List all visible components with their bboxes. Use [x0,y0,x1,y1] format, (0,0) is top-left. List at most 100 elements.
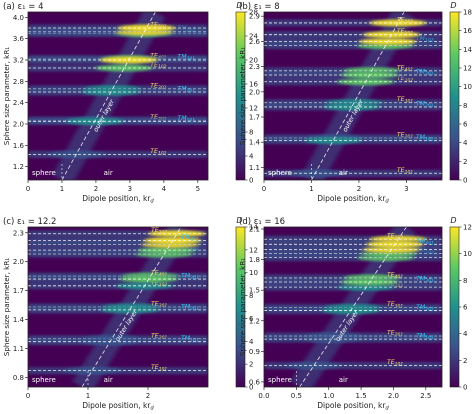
y-tick-label: 0.8 [13,374,24,382]
mode-label: TM201 [416,304,434,313]
y-tick-label: 2.4 [13,99,25,107]
colorbar-tick-label: 2 [463,357,467,365]
colorbar-bar [235,226,246,388]
colorbar-tick-label: 8 [249,292,253,300]
y-tick-label: 2.0 [13,121,24,129]
x-tick-label: 3 [128,185,132,193]
colorbar-tick-label: 18 [463,9,472,17]
region-label-air: air [339,169,348,177]
x-axis-label: Dipole position, krd [82,401,154,410]
plot-frame [27,11,209,181]
resonance-band [264,37,442,45]
mode-label: TM201 [177,86,195,95]
mode-label: TE401 [387,271,403,280]
x-tick-label: 2.5 [420,392,431,400]
colorbar-tick-label: 2 [463,158,467,166]
heatmap-field: TE101TE201TM101TE301TM201TE102TE401TE202… [28,12,208,180]
panel-4: TE101TE201TM101TE301TM201TE102TE401TM301… [238,216,472,412]
mode-label: TE501 [150,22,166,31]
y-tick-label: 1.5 [249,287,260,295]
mode-label: TE201 [387,330,403,339]
x-tick-label: 4 [162,185,167,193]
resonance-hotspot [285,362,343,369]
mode-label: TE101 [397,167,413,176]
colorbar: 0 2 4 6 8 10 12 14 D [235,216,258,392]
panel-title: (a) ε₁ = 4 [3,2,43,12]
mode-label: TE301 [387,301,403,310]
x-tick-label: 1 [86,392,90,400]
region-label-sphere: sphere [268,169,292,177]
colorbar-tick-label: 14 [249,224,258,232]
resonance-band [264,362,442,370]
x-tick-label: 0 [26,185,30,193]
y-tick-label: 1.4 [13,316,25,324]
resonance-band [264,19,442,27]
region-label-sphere: sphere [32,376,56,384]
colorbar-bar [235,11,246,181]
colorbar-tick-label: 4 [249,153,254,161]
resonance-hotspot [304,137,362,144]
x-tick-label: 2.0 [388,392,399,400]
resonance-band [264,31,442,39]
mode-label: TM101 [181,335,199,344]
region-label-sphere: sphere [268,376,292,384]
mode-label: TE101 [150,148,166,157]
y-tick-label: 2.0 [13,258,24,266]
mode-label: TE102 [151,279,167,288]
x-tick-label: 1.5 [356,392,367,400]
mode-label: TM401 [416,238,434,247]
colorbar-tick-label: 24 [249,33,258,41]
y-axis-label: Sphere size parameter, kR₁ [2,258,11,356]
mode-label: TM301 [177,54,195,63]
panel-title: (d) ε₁ = 16 [239,217,285,227]
resonance-hotspot [137,246,196,254]
colorbar-tick-label: 16 [249,81,258,89]
colorbar-tick-label: 6 [463,304,468,312]
colorbar-tick-label: 0 [249,177,253,185]
mode-label: TM101 [177,115,195,124]
x-tick-label: 0 [262,185,266,193]
mode-label: TE401 [397,64,413,73]
resonance-band [264,235,442,243]
mode-label: TE201 [397,132,413,141]
resonance-hotspot [63,367,121,375]
x-tick-label: 2 [146,392,150,400]
mode-label: TE301 [150,82,166,91]
resonance-band [264,42,442,50]
colorbar-tick-label: 12 [463,224,472,232]
y-tick-label: 0.6 [249,378,261,386]
colorbar-tick-label: 4 [463,330,468,338]
x-tick-label: 1.0 [323,392,334,400]
resonance-hotspot [148,230,206,238]
mode-label: TE102 [397,75,413,84]
mode-label: TE401 [151,270,167,279]
x-tick-label: 1 [309,185,313,193]
mode-label: TM301 [181,273,199,282]
colorbar-label: D [236,216,242,225]
colorbar-tick-label: 0 [249,384,253,392]
x-axis-label: Dipole position, krd [317,194,389,205]
region-label-air: air [104,169,113,177]
colorbar-tick-label: 28 [249,9,258,17]
resonance-band [264,245,442,253]
region-label-sphere: sphere [32,169,56,177]
colorbar-tick-label: 0 [463,384,467,392]
mode-label: TE102 [150,62,166,71]
y-axis-label: Sphere size parameter, kR₁ [2,47,11,145]
x-tick-label: 0.0 [258,392,269,400]
y-tick-label: 0.9 [249,348,260,356]
mode-label: TM201 [416,100,434,109]
panel-1: TE101TE201TM101TE301TM201TE102TE401TE202… [2,1,258,205]
colorbar-tick-label: 4 [249,338,254,346]
colorbar-bar [449,226,460,388]
colorbar-tick-label: 2 [249,361,253,369]
x-tick-label: 3 [404,185,408,193]
x-tick-label: 5 [196,185,200,193]
colorbar-tick-label: 8 [463,102,467,110]
y-tick-label: 1.8 [249,256,260,264]
mode-label: TM401 [181,234,199,243]
mode-label: TM101 [416,333,434,342]
plot-frame [263,226,443,388]
mode-label: TE101 [151,364,167,373]
